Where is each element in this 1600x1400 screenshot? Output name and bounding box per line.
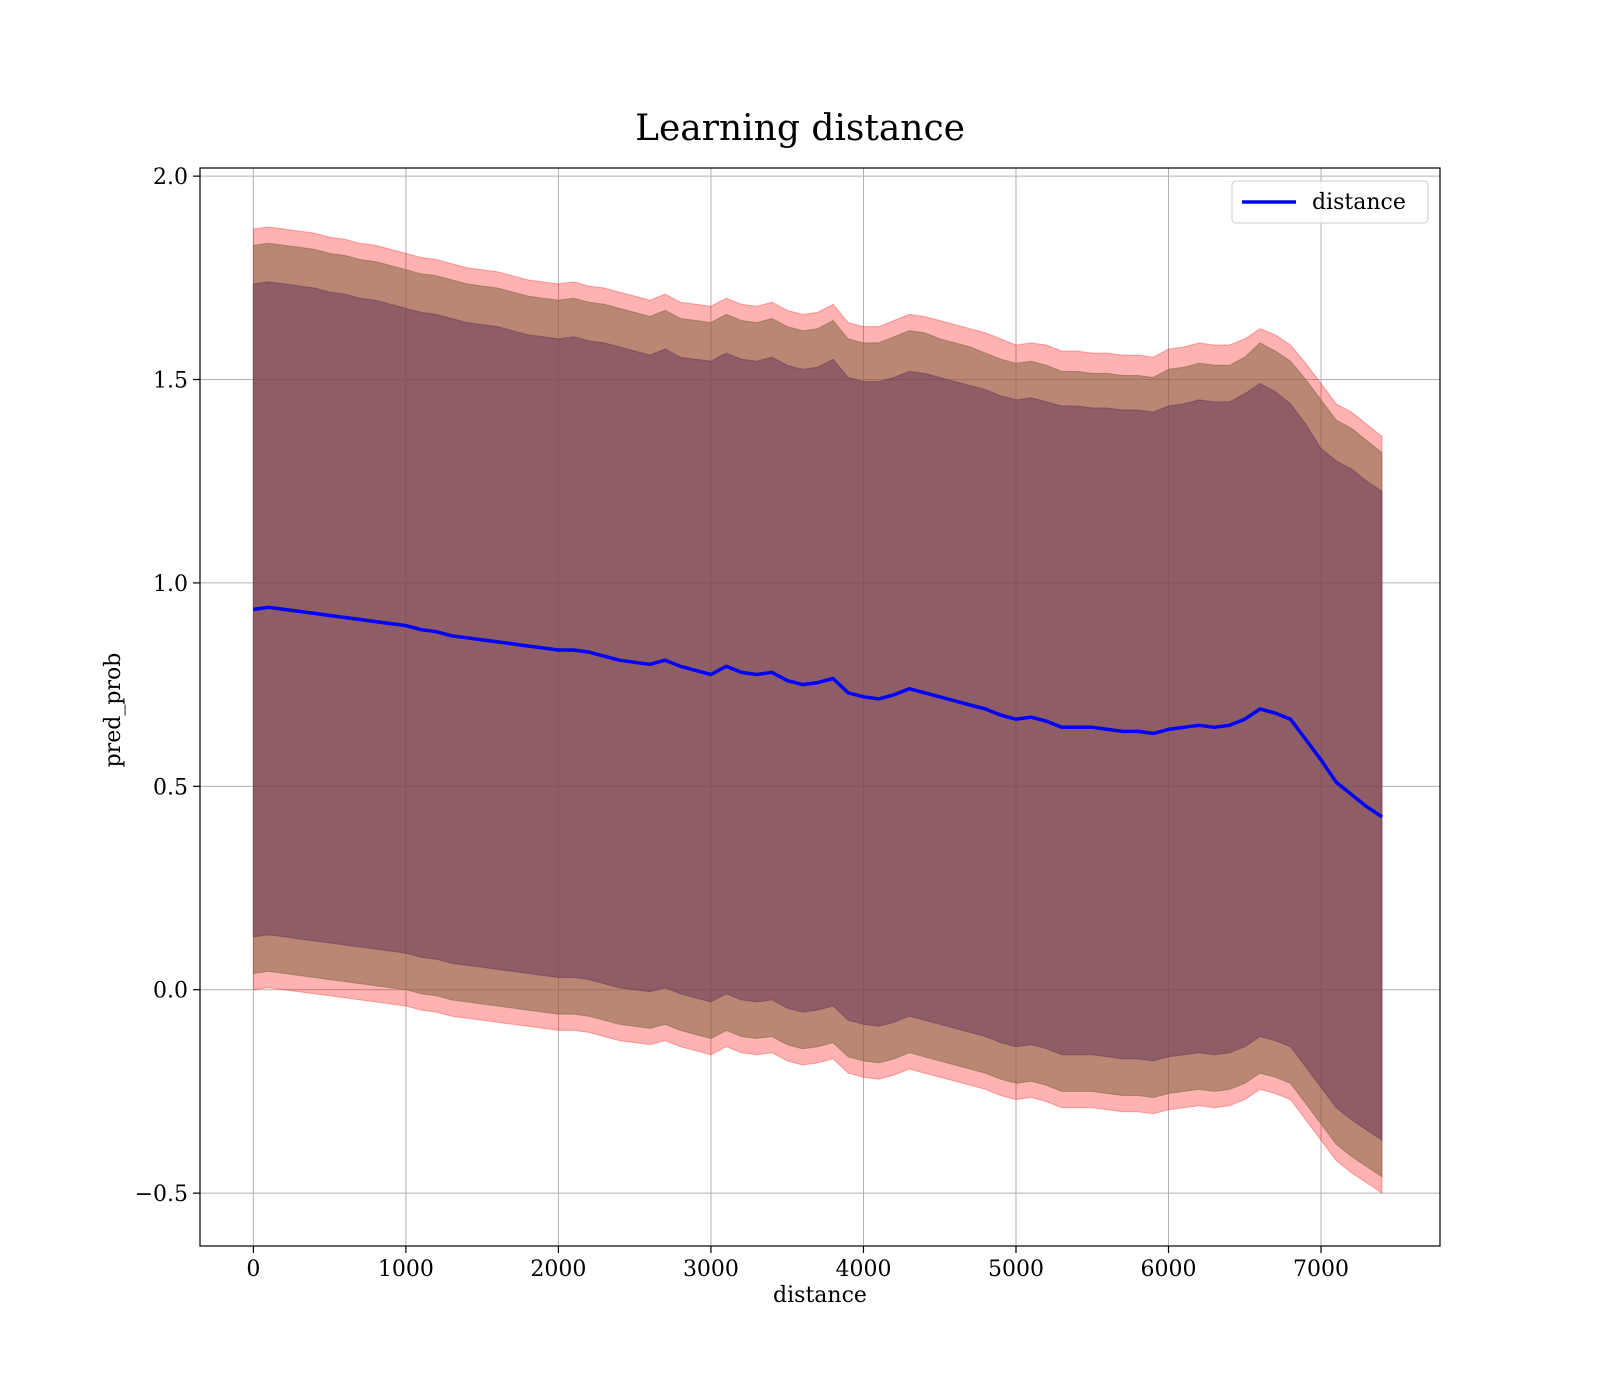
y-tick-label: 1.5 bbox=[153, 369, 188, 394]
x-tick-label: 3000 bbox=[683, 1257, 739, 1282]
x-tick-label: 0 bbox=[246, 1257, 260, 1282]
x-axis-ticks: 0 1000 2000 3000 4000 5000 6000 7000 bbox=[246, 1246, 1349, 1282]
y-axis-label: pred_prob bbox=[101, 653, 126, 768]
x-tick-label: 2000 bbox=[530, 1257, 586, 1282]
y-tick-label: 0.5 bbox=[153, 775, 188, 800]
y-tick-label: 2.0 bbox=[153, 165, 188, 190]
y-tick-label: 1.0 bbox=[153, 572, 188, 597]
plot-frame bbox=[199, 167, 1441, 1247]
series-lines bbox=[253, 605, 1383, 819]
x-tick-label: 7000 bbox=[1293, 1257, 1349, 1282]
legend-entry-label: distance bbox=[1312, 190, 1406, 215]
y-tick-label: 0.0 bbox=[153, 979, 188, 1004]
x-tick-label: 5000 bbox=[988, 1257, 1044, 1282]
x-axis-label: distance bbox=[773, 1283, 867, 1308]
confidence-bands bbox=[252, 226, 1383, 1195]
y-tick-label: −0.5 bbox=[135, 1182, 188, 1207]
x-tick-label: 4000 bbox=[835, 1257, 891, 1282]
x-tick-label: 1000 bbox=[378, 1257, 434, 1282]
legend-box bbox=[1231, 180, 1429, 224]
y-axis-ticks: −0.5 0.0 0.5 1.0 1.5 2.0 bbox=[135, 165, 200, 1207]
x-tick-label: 6000 bbox=[1141, 1257, 1197, 1282]
legend: distance bbox=[1231, 180, 1429, 224]
band-inner bbox=[252, 281, 1383, 1142]
series-line-distance bbox=[253, 605, 1383, 819]
chart-title: Learning distance bbox=[635, 108, 965, 149]
